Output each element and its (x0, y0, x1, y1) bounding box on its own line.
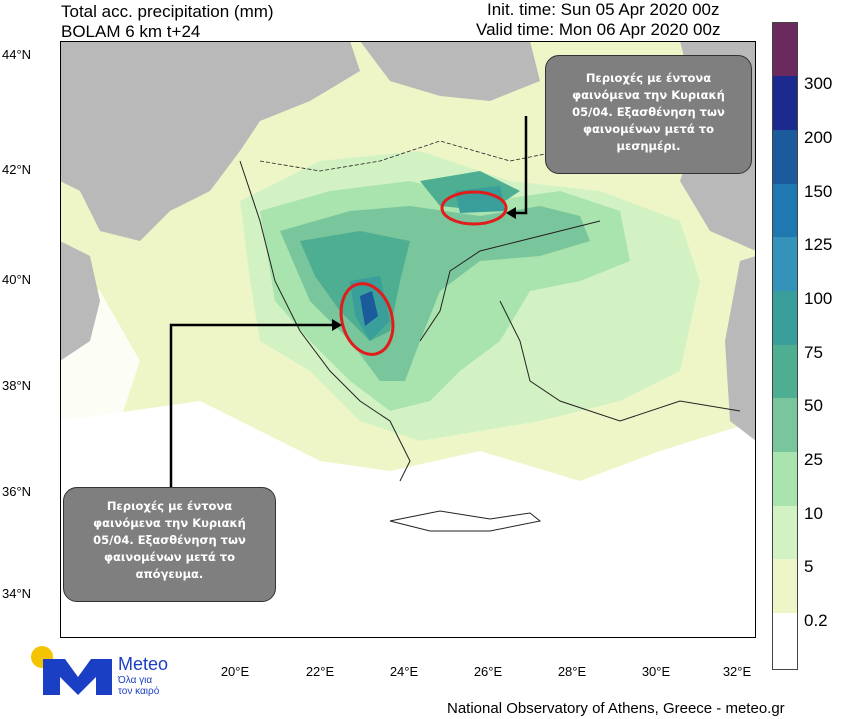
colorbar-segment (773, 23, 797, 76)
init-time: Init. time: Sun 05 Apr 2020 00z (487, 0, 720, 19)
annotation-north: Περιοχές με έντονα φαινόμενα την Κυριακή… (545, 55, 752, 174)
lat-label-40: 40°N (2, 272, 32, 287)
land-east-anatolia (725, 256, 756, 441)
land-italy (60, 241, 100, 361)
meteo-m-icon (43, 659, 112, 695)
highlight-ellipse-central-greece (339, 282, 395, 356)
colorbar-label-200: 200 (804, 128, 833, 147)
lat-label-38: 38°N (2, 378, 32, 393)
coastline-aegean-north (419, 220, 601, 342)
colorbar-label-50: 50 (804, 396, 823, 415)
lat-label-34: 34°N (2, 586, 32, 601)
lon-label-30: 30°E (641, 664, 671, 679)
map-frame (60, 41, 756, 638)
lon-label-22: 22°E (305, 664, 335, 679)
lon-label-26: 26°E (473, 664, 503, 679)
model-subtitle: BOLAM 6 km t+24 (61, 22, 201, 41)
lon-label-24: 24°E (389, 664, 419, 679)
highlight-ellipse-thrace (440, 190, 508, 226)
colorbar-segment (773, 76, 797, 130)
footer-credit: National Observatory of Athens, Greece -… (447, 700, 785, 717)
colorbar-label-0-2: 0.2 (804, 611, 828, 630)
meteo-logo-mark (31, 646, 112, 695)
lon-label-20: 20°E (220, 664, 250, 679)
colorbar-segment (773, 345, 797, 398)
colorbar-segment (773, 130, 797, 184)
colorbar-label-25: 25 (804, 450, 823, 469)
colorbar-label-125: 125 (804, 235, 833, 254)
colorbar-segment (773, 452, 797, 506)
south-arrow-head (332, 319, 342, 331)
meteo-tagline-2: τον καιρό (118, 686, 160, 697)
colorbar-segment (773, 398, 797, 452)
land-north (360, 41, 540, 101)
lat-label-42: 42°N (2, 162, 32, 177)
lon-label-28: 28°E (557, 664, 587, 679)
lat-label-44: 44°N (2, 47, 32, 62)
north-arrow-head (506, 207, 516, 219)
colorbar-label-75: 75 (804, 343, 823, 362)
annotation-south: Περιοχές με έντονα φαινόμενα την Κυριακή… (63, 487, 276, 602)
country-borders (259, 140, 561, 172)
colorbar-segment (773, 613, 797, 669)
lat-label-36: 36°N (2, 484, 32, 499)
colorbar-label-10: 10 (804, 504, 823, 523)
colorbar-label-5: 5 (804, 557, 814, 576)
colorbar-label-300: 300 (804, 74, 833, 93)
colorbar-segment (773, 237, 797, 291)
south-arrow-line (169, 323, 336, 487)
colorbar-segment (773, 506, 797, 559)
land-northwest (60, 41, 360, 241)
coastline-greece-west (239, 160, 411, 482)
map-title: Total acc. precipitation (mm) (61, 2, 274, 21)
colorbar-segment (773, 291, 797, 345)
meteo-tagline-1: Όλα για (118, 675, 153, 686)
colorbar-segment (773, 559, 797, 613)
colorbar-label-150: 150 (804, 182, 833, 201)
colorbar-segment (773, 184, 797, 237)
precipitation-colorbar (772, 22, 798, 670)
colorbar-label-100: 100 (804, 289, 833, 308)
precip-150mm (360, 291, 378, 326)
coastline-crete (389, 510, 542, 532)
lon-label-32: 32°E (722, 664, 752, 679)
meteo-brand: Meteo (118, 654, 169, 674)
coastline-turkey (499, 300, 741, 422)
valid-time: Valid time: Mon 06 Apr 2020 00z (476, 20, 721, 39)
